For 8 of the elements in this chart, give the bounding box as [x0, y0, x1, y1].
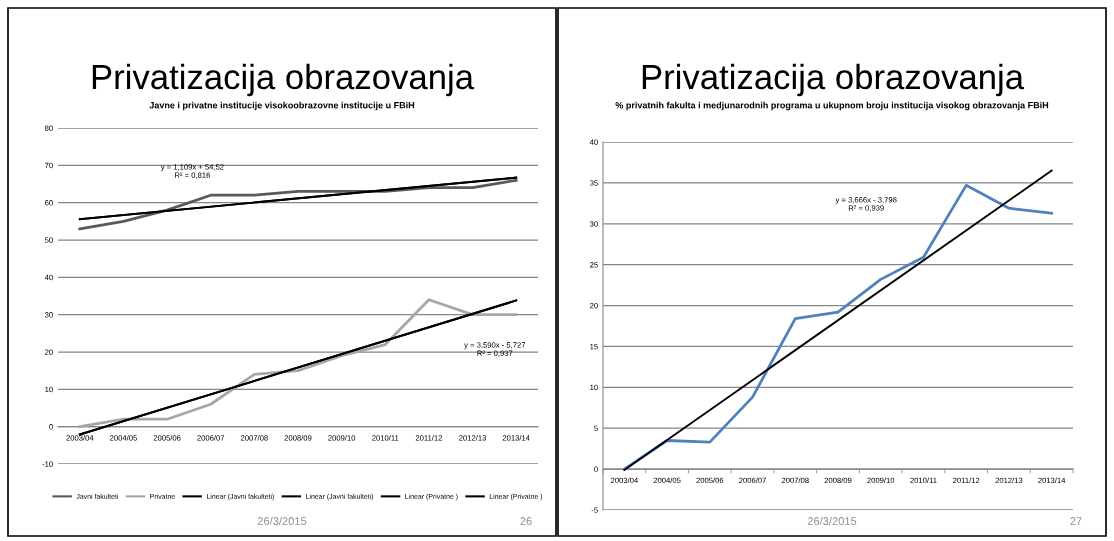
text: 27 — [1070, 517, 1082, 525]
chart-title: Privatizacija obrazovanja — [642, 63, 1025, 97]
text: 26 — [520, 517, 532, 525]
chart-title: Privatizacija obrazovanja — [92, 63, 475, 97]
text: 26/3/2015 — [807, 516, 857, 525]
chart-subtitle: Javne i privatne institucije visokoobrazovne institucije u FBiH — [149, 101, 415, 111]
chart-subtitle: % privatnih fakulta i medjunarodnih programa u ukupnom broju institucija visokog obrazovanja FBiH — [615, 101, 1049, 111]
text: 26/3/2015 — [257, 516, 307, 525]
